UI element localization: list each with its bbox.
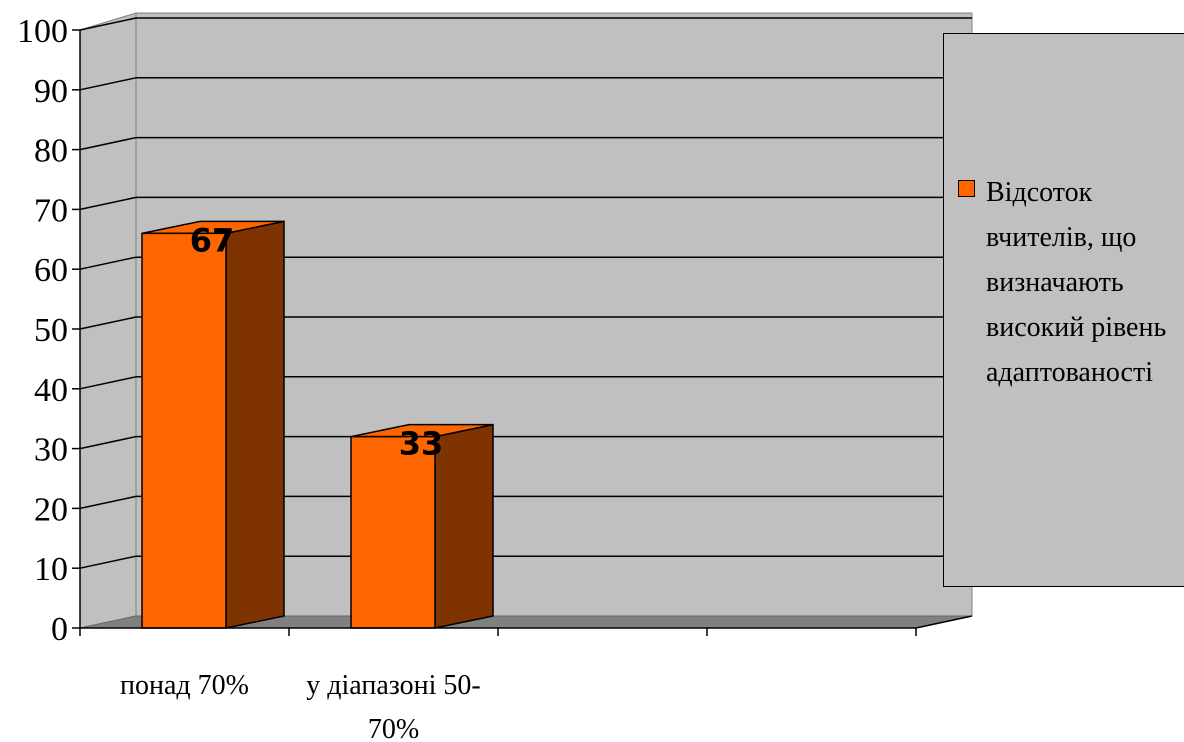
legend [943,33,1184,587]
x-category-labels: понад 70% у діапазоні 50- 70% [120,670,481,742]
bar [350,435,436,629]
data-label: 33 [399,425,444,463]
bar-side [225,220,285,629]
gridline-side [79,376,137,390]
gridline-side [79,555,137,569]
y-tick-label: 20 [34,491,68,528]
y-tick-label: 100 [17,13,68,50]
y-tick-label: 70 [34,192,68,229]
gridline-side [79,17,137,31]
gridline-side [79,495,137,510]
x-category-label: понад 70% [120,670,249,701]
data-label: 67 [190,221,235,259]
y-tick-label: 90 [34,73,68,110]
axes [72,29,973,636]
y-tick-label: 60 [34,252,68,289]
gridline-side [79,435,137,450]
y-tick-labels: 0 10 20 30 40 50 60 70 80 90 100 [17,13,68,648]
y-tick-label: 10 [34,551,68,588]
legend-label: Відсоток вчителів, що визначають високий… [986,177,1167,388]
gridline-side [79,77,137,91]
data-labels: 67 33 [190,221,444,462]
gridline-side [79,136,137,151]
x-category-label: 70% [368,714,419,742]
gridline-side [79,316,137,330]
floor-edge [915,615,973,629]
gridline-side [79,196,137,211]
bars [141,220,494,629]
bar-side [434,423,494,629]
x-category-label: у діапазоні 50- [306,670,480,701]
bar [141,232,227,629]
y-tick-label: 0 [51,611,68,648]
y-tick-label: 40 [34,372,68,409]
side-wall [79,12,137,629]
gridline-side [79,256,137,270]
y-tick-label: 50 [34,312,68,349]
y-tick-label: 80 [34,133,68,170]
y-tick-label: 30 [34,432,68,469]
legend-swatch [958,180,975,197]
